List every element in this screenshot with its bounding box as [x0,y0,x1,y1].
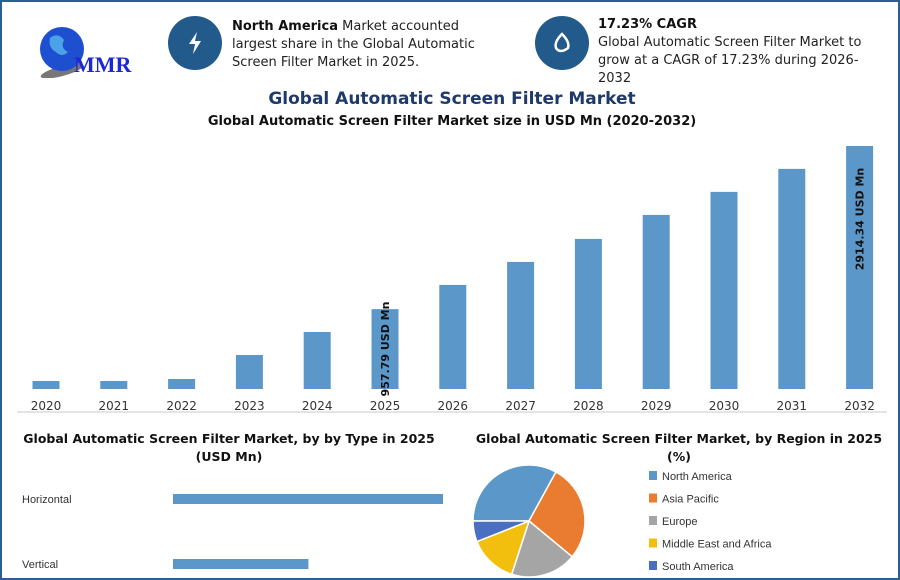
x-tick-2022: 2022 [166,399,197,413]
x-tick-2026: 2026 [438,399,469,413]
bar-2020 [32,380,60,389]
legend-label: Asia Pacific [662,494,719,506]
bar-2028 [574,238,602,389]
bar-2022 [168,378,196,389]
category-label-vertical: Vertical [22,559,58,571]
svg-text:MMR: MMR [74,52,133,77]
x-tick-2029: 2029 [641,399,672,413]
bar-2024 [303,331,331,389]
region-chart-title: Global Automatic Screen Filter Market, b… [475,431,883,464]
bar-vertical [173,559,309,569]
category-label-horizontal: Horizontal [22,494,72,506]
legend-label: North America [662,471,733,483]
info-card-cagr: 17.23% CAGR Global Automatic Screen Filte… [598,17,862,86]
x-tick-2025: 2025 [370,399,401,413]
x-tick-2021: 2021 [99,399,130,413]
x-tick-2027: 2027 [505,399,536,413]
legend-swatch [649,561,657,570]
bar-2021 [100,380,128,389]
x-tick-2031: 2031 [777,399,808,413]
type-bar-chart: Horizontal Vertical [22,494,443,571]
market-size-bar-chart: 2020 2021 2022 2023 2024 2025 957.79 USD Mn 202… [17,146,887,413]
bar-2032 [846,146,874,389]
x-tick-2023: 2023 [234,399,265,413]
droplet-icon [535,16,589,70]
lightning-icon [168,16,222,70]
pie-slice-europe [510,519,574,578]
legend-swatch [649,471,657,480]
x-tick-2028: 2028 [573,399,604,413]
type-chart-title: Global Automatic Screen Filter Market, b… [23,431,435,464]
bar-2027 [507,261,535,389]
x-tick-2020: 2020 [31,399,62,413]
bar-2029 [642,214,670,389]
pie-slice-south-america [472,520,530,543]
pie-slice-asia-pacific [528,470,586,558]
bar-2030 [710,191,738,389]
info-card-region: North America Market accounted largest s… [232,19,475,70]
x-tick-2032: 2032 [844,399,875,413]
bar-2025 [371,309,399,389]
x-tick-2030: 2030 [709,399,740,413]
x-tick-2024: 2024 [302,399,333,413]
legend-swatch [649,516,657,525]
bar-horizontal [173,494,443,504]
data-label-2032: 2914.34 USD Mn [854,168,867,271]
legend-label: South America [662,561,734,573]
legend-swatch [649,493,657,503]
data-label-2025: 957.79 USD Mn [379,302,392,397]
pie-slice-north-america [472,464,557,522]
bar-2031 [778,168,806,389]
bar-2023 [235,354,263,389]
bar-chart-title: Global Automatic Screen Filter Market si… [207,114,697,129]
legend-swatch [649,538,657,548]
main-title: Global Automatic Screen Filter Market [268,89,636,109]
legend-label: Middle East and Africa [662,539,772,551]
legend-label: Europe [662,516,697,528]
mmr-logo: MMR [22,16,142,79]
region-pie-chart: North America Asia Pacific Europe Middle Ea… [472,464,772,578]
bar-2026 [439,284,467,389]
